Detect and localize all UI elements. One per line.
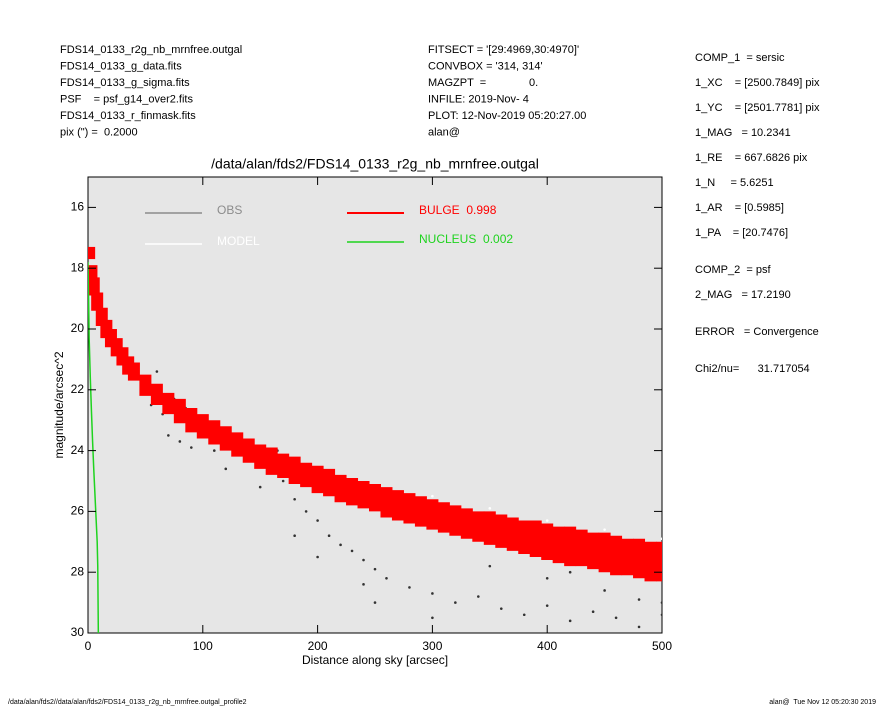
plot-marks bbox=[88, 246, 662, 633]
obs-point bbox=[212, 449, 216, 452]
obs-point bbox=[603, 589, 606, 592]
obs-point bbox=[591, 610, 595, 614]
x-tick-label: 300 bbox=[422, 639, 442, 653]
header-left-line: FDS14_0133_r2g_nb_mrnfree.outgal bbox=[60, 44, 242, 56]
fit-parameter: COMP_2 = psf bbox=[695, 264, 771, 276]
footer-stamp: alan@ Tue Nov 12 05:20:30 2019 bbox=[769, 699, 876, 706]
fit-parameter: 1_RE = 667.6826 pix bbox=[695, 152, 808, 164]
obs-point bbox=[431, 616, 434, 620]
fit-parameter: 1_XC = [2500.7849] pix bbox=[695, 77, 820, 89]
obs-point bbox=[637, 625, 641, 629]
obs-point bbox=[385, 576, 388, 580]
x-tick-label: 500 bbox=[652, 639, 672, 653]
obs-point bbox=[373, 601, 377, 604]
header-left-line: FDS14_0133_r_finmask.fits bbox=[60, 110, 196, 122]
obs-point bbox=[281, 479, 285, 483]
obs-point bbox=[258, 485, 262, 489]
fit-parameter: 1_YC = [2501.7781] pix bbox=[695, 102, 820, 114]
obs-point bbox=[178, 440, 182, 443]
obs-point bbox=[637, 598, 641, 601]
obs-point bbox=[316, 555, 319, 559]
header-left-line: PSF = psf_g14_over2.fits bbox=[60, 93, 193, 105]
fit-parameter: 1_MAG = 10.2341 bbox=[695, 127, 791, 139]
obs-point bbox=[488, 507, 492, 510]
obs-point bbox=[660, 601, 662, 604]
obs-point bbox=[155, 370, 159, 373]
header-left-line: FDS14_0133_g_data.fits bbox=[60, 60, 182, 72]
obs-point bbox=[488, 564, 492, 568]
y-tick-label: 18 bbox=[71, 260, 85, 274]
y-tick-label: 16 bbox=[71, 200, 85, 214]
obs-point bbox=[316, 519, 319, 522]
legend-label: MODEL bbox=[217, 234, 260, 248]
obs-point bbox=[603, 528, 606, 531]
x-axis-label: Distance along sky [arcsec] bbox=[302, 653, 448, 667]
obs-point bbox=[545, 576, 549, 580]
obs-point bbox=[568, 619, 572, 623]
obs-point bbox=[373, 567, 377, 571]
header-middle-line: MAGZPT = 0. bbox=[428, 77, 538, 89]
obs-point bbox=[614, 616, 618, 620]
header-middle-line: alan@ bbox=[428, 126, 460, 138]
x-tick-label: 400 bbox=[537, 639, 557, 653]
x-tick-label: 100 bbox=[193, 639, 213, 653]
fit-parameter: ERROR = Convergence bbox=[695, 326, 819, 338]
header-left-line: pix (") = 0.2000 bbox=[60, 126, 138, 138]
chart-title: /data/alan/fds2/FDS14_0133_r2g_nb_mrnfre… bbox=[211, 156, 539, 172]
obs-point bbox=[522, 613, 526, 617]
obs-point bbox=[362, 583, 365, 586]
obs-point bbox=[293, 534, 296, 538]
y-axis-label: magnitude/arcsec^2 bbox=[52, 351, 66, 458]
fit-parameter: 1_PA = [20.7476] bbox=[695, 227, 788, 239]
y-tick-label: 20 bbox=[71, 321, 85, 335]
obs-point bbox=[454, 601, 457, 604]
legend-label: OBS bbox=[217, 203, 242, 217]
obs-point bbox=[408, 586, 411, 589]
fit-parameter: Chi2/nu= 31.717054 bbox=[695, 363, 810, 375]
y-tick-label: 22 bbox=[71, 382, 85, 396]
header-left-line: FDS14_0133_g_sigma.fits bbox=[60, 77, 190, 89]
y-tick-label: 30 bbox=[71, 625, 85, 639]
obs-point bbox=[431, 494, 434, 498]
model-line bbox=[88, 262, 100, 633]
obs-point bbox=[167, 434, 170, 437]
fit-parameter: 1_N = 5.6251 bbox=[695, 177, 774, 189]
obs-point bbox=[545, 604, 549, 607]
obs-point bbox=[224, 467, 228, 471]
y-tick-label: 24 bbox=[71, 443, 85, 457]
obs-point bbox=[350, 549, 354, 553]
obs-point bbox=[304, 510, 308, 513]
legend-label: BULGE 0.998 bbox=[419, 203, 497, 217]
obs-point bbox=[339, 543, 342, 547]
x-tick-label: 200 bbox=[308, 639, 328, 653]
footer-path: /data/alan/fds2//data/alan/fds2/FDS14_01… bbox=[8, 699, 247, 706]
obs-point bbox=[568, 570, 572, 574]
obs-point bbox=[477, 595, 480, 598]
header-middle-line: CONVBOX = '314, 314' bbox=[428, 60, 543, 72]
obs-point bbox=[327, 534, 331, 538]
obs-point bbox=[545, 519, 549, 522]
obs-point bbox=[190, 446, 193, 449]
obs-point bbox=[660, 613, 662, 617]
fit-parameter: 2_MAG = 17.2190 bbox=[695, 289, 791, 301]
obs-point bbox=[362, 558, 365, 562]
x-tick-label: 0 bbox=[85, 639, 92, 653]
fit-parameter: COMP_1 = sersic bbox=[695, 52, 785, 64]
y-tick-label: 26 bbox=[71, 504, 85, 518]
obs-point bbox=[660, 537, 662, 541]
header-middle-line: PLOT: 12-Nov-2019 05:20:27.00 bbox=[428, 110, 586, 122]
y-tick-label: 28 bbox=[71, 564, 85, 578]
obs-point bbox=[293, 497, 296, 501]
fit-parameter: 1_AR = [0.5985] bbox=[695, 202, 784, 214]
header-middle-line: INFILE: 2019-Nov- 4 bbox=[428, 93, 529, 105]
obs-point bbox=[499, 607, 503, 610]
legend-label: NUCLEUS 0.002 bbox=[419, 232, 513, 246]
obs-point bbox=[431, 592, 434, 595]
header-middle-line: FITSECT = '[29:4969,30:4970]' bbox=[428, 44, 579, 56]
